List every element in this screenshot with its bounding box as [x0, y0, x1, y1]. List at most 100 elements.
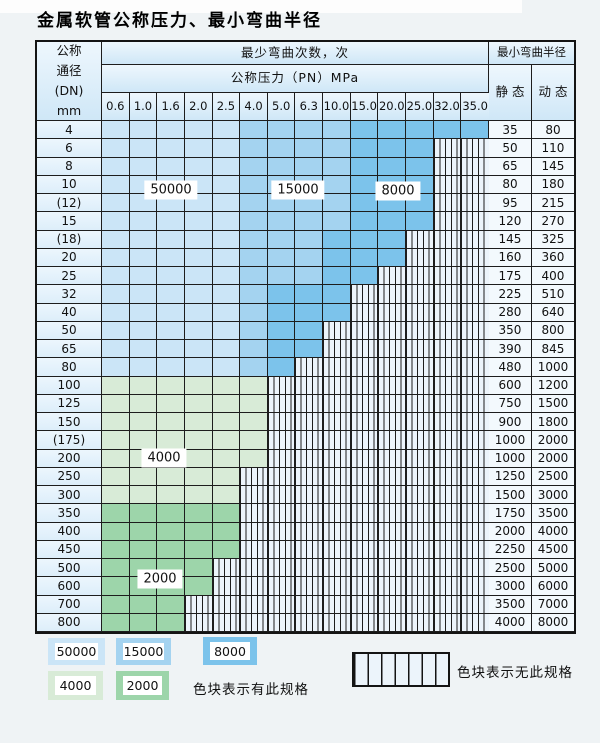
no-spec-cell: [378, 321, 407, 340]
dynamic-column-header: 动 态: [531, 65, 574, 121]
spec-cell-2000: [102, 522, 130, 541]
no-spec-cell: [461, 248, 489, 267]
static-radius-cell: 1250: [488, 467, 532, 486]
spec-cell-8000: [323, 267, 351, 286]
no-spec-cell: [461, 175, 489, 194]
no-spec-cell: [378, 340, 407, 359]
no-spec-cell: [267, 376, 296, 395]
no-spec-cell: [378, 431, 407, 450]
no-spec-cell: [350, 431, 379, 450]
spec-cell-4000: [157, 376, 185, 395]
spec-cell-4000: [157, 486, 185, 505]
no-spec-cell: [461, 486, 489, 505]
static-radius-cell: 1500: [488, 486, 532, 505]
no-spec-cell: [323, 559, 351, 578]
spec-cell-4000: [129, 486, 158, 505]
no-spec-cell: [350, 613, 379, 632]
spec-cell-50000: [184, 358, 213, 377]
spec-cell-4000: [102, 394, 130, 413]
dynamic-radius-cell: 1800: [531, 413, 574, 432]
no-spec-cell: [240, 467, 268, 486]
legend-no-spec-text: 色块表示无此规格: [457, 665, 573, 681]
spec-cell-4000: [102, 413, 130, 432]
legend-swatch-8000: 8000: [203, 637, 257, 665]
spec-cell-15000: [267, 212, 296, 231]
spec-cell-8000: [267, 321, 296, 340]
dynamic-radius-cell: 215: [531, 194, 574, 213]
legend-label-4000: 4000: [55, 676, 96, 695]
no-spec-cell: [350, 449, 379, 468]
no-spec-cell: [461, 431, 489, 450]
dynamic-radius-cell: 845: [531, 340, 574, 359]
static-radius-cell: 80: [488, 175, 532, 194]
no-spec-cell: [406, 230, 434, 249]
no-spec-cell: [267, 394, 296, 413]
no-spec-cell: [267, 467, 296, 486]
spec-cell-50000: [102, 248, 130, 267]
spec-cell-50000: [212, 175, 241, 194]
spec-cell-4000: [157, 413, 185, 432]
dynamic-radius-cell: 145: [531, 157, 574, 176]
spec-cell-15000: [323, 121, 351, 140]
dynamic-radius-cell: 360: [531, 248, 574, 267]
spec-cell-8000: [461, 121, 489, 140]
spec-cell-50000: [129, 248, 158, 267]
spec-cell-8000: [350, 194, 379, 213]
no-spec-cell: [378, 504, 407, 523]
no-spec-cell: [433, 358, 462, 377]
spec-cell-2000: [102, 613, 130, 632]
spec-cell-4000: [129, 413, 158, 432]
no-spec-cell: [378, 394, 407, 413]
no-spec-cell: [433, 467, 462, 486]
spec-cell-8000: [406, 139, 434, 158]
no-spec-cell: [295, 613, 324, 632]
no-spec-cell: [406, 358, 434, 377]
spec-cell-4000: [184, 376, 213, 395]
no-spec-cell: [295, 376, 324, 395]
no-spec-cell: [323, 522, 351, 541]
no-spec-cell: [433, 157, 462, 176]
spec-cell-15000: [240, 121, 268, 140]
no-spec-cell: [406, 467, 434, 486]
no-spec-cell: [267, 577, 296, 596]
spec-cell-4000: [184, 413, 213, 432]
spec-cell-2000: [157, 540, 185, 559]
spec-cell-50000: [129, 121, 158, 140]
no-spec-cell: [240, 522, 268, 541]
spec-cell-4000: [184, 486, 213, 505]
spec-cell-50000: [102, 303, 130, 322]
spec-cell-50000: [184, 139, 213, 158]
dynamic-radius-cell: 4000: [531, 522, 574, 541]
no-spec-cell: [295, 394, 324, 413]
no-spec-cell: [240, 504, 268, 523]
spec-cell-8000: [378, 121, 407, 140]
spec-cell-15000: [323, 157, 351, 176]
spec-cell-4000: [184, 431, 213, 450]
spec-cell-4000: [129, 376, 158, 395]
static-radius-cell: 65: [488, 157, 532, 176]
spec-cell-15000: [295, 121, 324, 140]
cycle-count-label-4000: 4000: [141, 448, 187, 468]
no-spec-cell: [323, 413, 351, 432]
no-spec-cell: [461, 157, 489, 176]
no-spec-cell: [295, 467, 324, 486]
dynamic-radius-cell: 2000: [531, 449, 574, 468]
no-spec-cell: [433, 139, 462, 158]
dn-cell: 400: [37, 522, 102, 541]
no-spec-cell: [323, 321, 351, 340]
no-spec-cell: [406, 303, 434, 322]
dn-cell: 10: [37, 175, 102, 194]
spec-cell-50000: [102, 267, 130, 286]
no-spec-cell: [323, 358, 351, 377]
spec-cell-2000: [102, 540, 130, 559]
spec-cell-8000: [378, 157, 407, 176]
dn-cell: 150: [37, 413, 102, 432]
no-spec-cell: [350, 394, 379, 413]
spec-cell-15000: [240, 267, 268, 286]
no-spec-cell: [433, 285, 462, 304]
spec-cell-15000: [323, 194, 351, 213]
no-spec-cell: [378, 595, 407, 614]
corner-line-2: 通径: [56, 63, 82, 78]
no-spec-cell: [267, 413, 296, 432]
no-spec-cell: [433, 540, 462, 559]
